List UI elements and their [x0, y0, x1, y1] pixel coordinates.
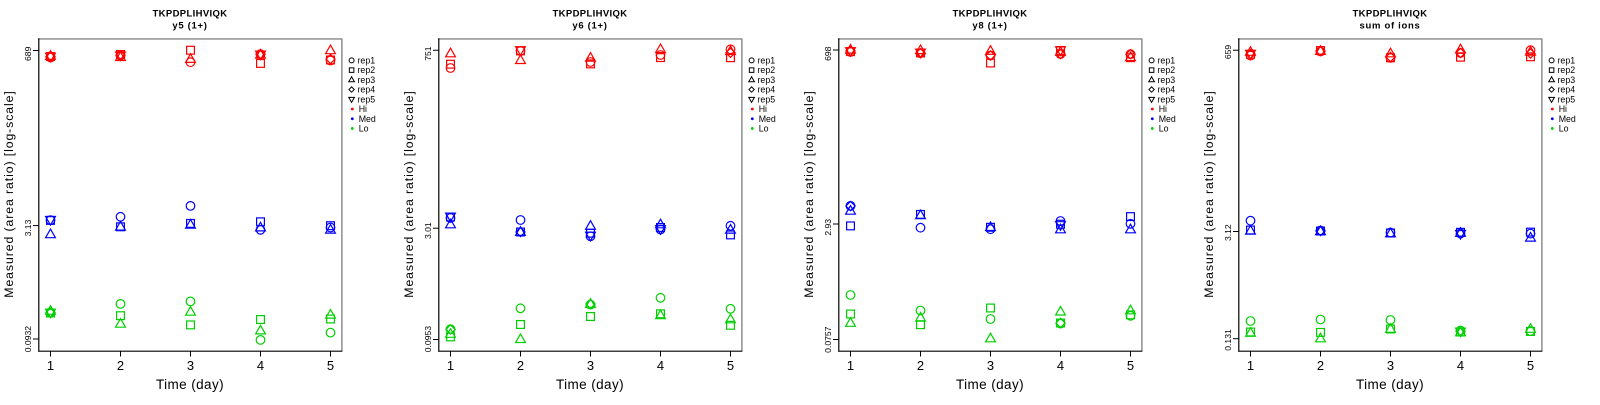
- svg-text:Hi: Hi: [1159, 104, 1167, 114]
- svg-text:3: 3: [587, 358, 594, 373]
- svg-text:3: 3: [987, 358, 994, 373]
- svg-text:rep5: rep5: [1158, 94, 1176, 104]
- svg-text:Lo: Lo: [359, 124, 369, 134]
- svg-text:698: 698: [823, 46, 833, 61]
- svg-text:1: 1: [447, 358, 454, 373]
- svg-text:Med: Med: [1159, 114, 1176, 124]
- svg-text:rep2: rep2: [1158, 65, 1176, 75]
- svg-text:rep3: rep3: [758, 75, 776, 85]
- svg-text:3: 3: [187, 358, 194, 373]
- svg-text:rep1: rep1: [358, 56, 376, 66]
- svg-text:2: 2: [117, 358, 124, 373]
- svg-text:3.01: 3.01: [423, 222, 433, 239]
- svg-text:3.13: 3.13: [23, 219, 33, 236]
- svg-text:5: 5: [1127, 358, 1134, 373]
- svg-text:rep5: rep5: [758, 94, 776, 104]
- svg-text:1: 1: [47, 358, 54, 373]
- svg-text:Measured (area ratio) [log-sca: Measured (area ratio) [log-scale]: [1202, 90, 1216, 297]
- svg-text:rep4: rep4: [358, 85, 376, 95]
- svg-text:5: 5: [1527, 358, 1534, 373]
- svg-text:Lo: Lo: [759, 124, 769, 134]
- svg-text:Time (day): Time (day): [156, 377, 224, 392]
- svg-text:Med: Med: [359, 114, 376, 124]
- svg-text:Measured (area ratio) [log-sca: Measured (area ratio) [log-scale]: [2, 90, 16, 297]
- svg-text:rep2: rep2: [358, 65, 376, 75]
- svg-text:0.131: 0.131: [1223, 329, 1233, 351]
- svg-text:sum of ions: sum of ions: [1359, 21, 1420, 32]
- svg-text:rep3: rep3: [1558, 75, 1576, 85]
- svg-text:Time (day): Time (day): [556, 377, 624, 392]
- svg-text:rep3: rep3: [358, 75, 376, 85]
- svg-text:4: 4: [1457, 358, 1464, 373]
- svg-text:TKPDPLIHVIQK: TKPDPLIHVIQK: [953, 9, 1028, 20]
- svg-text:Lo: Lo: [1159, 124, 1169, 134]
- svg-text:2: 2: [517, 358, 524, 373]
- svg-text:Time (day): Time (day): [956, 377, 1024, 392]
- svg-text:rep5: rep5: [1558, 94, 1576, 104]
- svg-text:0.0953: 0.0953: [423, 326, 433, 353]
- svg-text:3: 3: [1387, 358, 1394, 373]
- svg-text:rep2: rep2: [758, 65, 776, 75]
- svg-text:Lo: Lo: [1559, 124, 1569, 134]
- svg-text:4: 4: [257, 358, 264, 373]
- svg-text:rep1: rep1: [1558, 56, 1576, 66]
- svg-text:TKPDPLIHVIQK: TKPDPLIHVIQK: [1353, 9, 1428, 20]
- svg-text:Hi: Hi: [359, 104, 367, 114]
- svg-text:Measured (area ratio) [log-sca: Measured (area ratio) [log-scale]: [402, 90, 416, 297]
- svg-text:rep5: rep5: [358, 94, 376, 104]
- svg-text:rep1: rep1: [758, 56, 776, 66]
- svg-text:y6 (1+): y6 (1+): [572, 21, 607, 32]
- svg-text:3.12: 3.12: [1223, 224, 1233, 241]
- svg-text:0.0932: 0.0932: [23, 326, 33, 353]
- svg-text:Hi: Hi: [759, 104, 767, 114]
- svg-text:4: 4: [1057, 358, 1064, 373]
- svg-text:2: 2: [1317, 358, 1324, 373]
- svg-text:Hi: Hi: [1559, 104, 1567, 114]
- svg-text:2: 2: [917, 358, 924, 373]
- svg-text:1: 1: [847, 358, 854, 373]
- svg-text:659: 659: [1223, 45, 1233, 60]
- svg-text:y8 (1+): y8 (1+): [972, 21, 1007, 32]
- svg-text:5: 5: [327, 358, 334, 373]
- svg-text:rep4: rep4: [1558, 85, 1576, 95]
- svg-text:5: 5: [727, 358, 734, 373]
- svg-text:y5 (1+): y5 (1+): [172, 21, 207, 32]
- svg-text:Med: Med: [1559, 114, 1576, 124]
- svg-text:TKPDPLIHVIQK: TKPDPLIHVIQK: [153, 9, 228, 20]
- svg-text:4: 4: [657, 358, 664, 373]
- svg-text:rep1: rep1: [1158, 56, 1176, 66]
- svg-text:2.93: 2.93: [823, 219, 833, 236]
- svg-text:Measured (area ratio) [log-sca: Measured (area ratio) [log-scale]: [802, 90, 816, 297]
- svg-text:rep4: rep4: [758, 85, 776, 95]
- svg-text:rep2: rep2: [1558, 65, 1576, 75]
- svg-text:rep4: rep4: [1158, 85, 1176, 95]
- svg-text:1: 1: [1247, 358, 1254, 373]
- svg-text:Time (day): Time (day): [1356, 377, 1424, 392]
- svg-text:689: 689: [23, 46, 33, 61]
- svg-text:Med: Med: [759, 114, 776, 124]
- svg-text:rep3: rep3: [1158, 75, 1176, 85]
- svg-text:0.0757: 0.0757: [823, 326, 833, 353]
- svg-text:TKPDPLIHVIQK: TKPDPLIHVIQK: [553, 9, 628, 20]
- svg-text:751: 751: [423, 46, 433, 61]
